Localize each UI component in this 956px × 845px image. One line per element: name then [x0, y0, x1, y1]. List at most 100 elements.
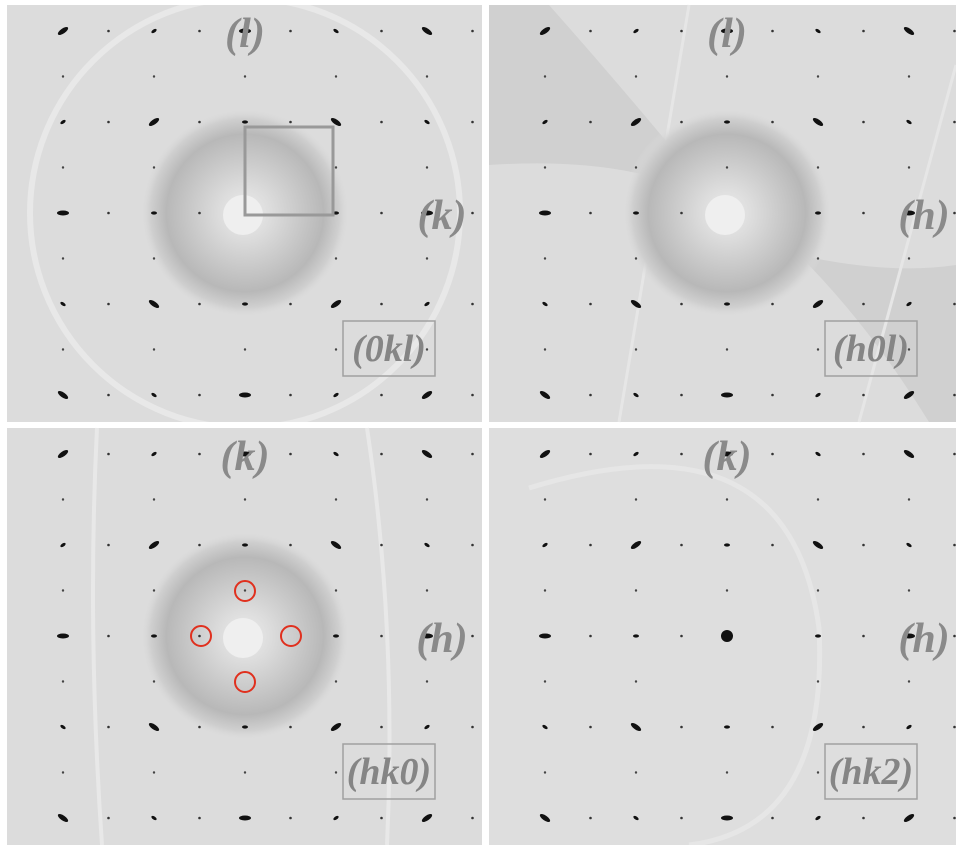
- weak-spot: [953, 453, 956, 456]
- weak-spot: [107, 635, 110, 638]
- weak-spot: [335, 498, 337, 500]
- weak-spot: [680, 635, 683, 638]
- weak-spot: [107, 394, 110, 397]
- weak-spot: [953, 30, 956, 33]
- weak-spot: [289, 30, 292, 33]
- bragg-spot: [239, 393, 251, 398]
- weak-spot: [635, 348, 637, 350]
- bragg-spot: [242, 543, 248, 546]
- weak-spot: [244, 589, 246, 591]
- beam-stop: [705, 195, 745, 235]
- weak-spot: [380, 30, 383, 33]
- weak-spot: [726, 771, 728, 773]
- weak-spot: [471, 817, 474, 820]
- weak-spot: [471, 303, 474, 306]
- bragg-spot: [633, 634, 639, 637]
- weak-spot: [335, 589, 337, 591]
- weak-spot: [953, 303, 956, 306]
- panel-label: (0kl): [352, 328, 426, 370]
- weak-spot: [62, 589, 64, 591]
- axis-label-top: (k): [221, 434, 270, 480]
- weak-spot: [107, 817, 110, 820]
- weak-spot: [335, 75, 337, 77]
- weak-spot: [426, 680, 428, 682]
- weak-spot: [335, 771, 337, 773]
- bragg-spot: [242, 302, 248, 305]
- weak-spot: [380, 212, 383, 215]
- weak-spot: [544, 680, 546, 682]
- weak-spot: [589, 121, 592, 124]
- weak-spot: [817, 771, 819, 773]
- weak-spot: [908, 680, 910, 682]
- bragg-spot: [724, 725, 730, 728]
- weak-spot: [153, 348, 155, 350]
- weak-spot: [198, 121, 201, 124]
- axis-label-top: (l): [225, 11, 265, 57]
- weak-spot: [589, 30, 592, 33]
- weak-spot: [953, 394, 956, 397]
- weak-spot: [635, 589, 637, 591]
- weak-spot: [908, 257, 910, 259]
- weak-spot: [953, 544, 956, 547]
- panel: (l)(h)(h0l): [489, 5, 956, 442]
- weak-spot: [862, 817, 865, 820]
- weak-spot: [471, 30, 474, 33]
- weak-spot: [771, 121, 774, 124]
- weak-spot: [62, 771, 64, 773]
- weak-spot: [862, 453, 865, 456]
- weak-spot: [426, 75, 428, 77]
- weak-spot: [107, 30, 110, 33]
- weak-spot: [862, 544, 865, 547]
- panel: (k)(h)(hk0): [7, 428, 482, 845]
- weak-spot: [726, 589, 728, 591]
- weak-spot: [335, 166, 337, 168]
- weak-spot: [680, 726, 683, 729]
- weak-spot: [680, 817, 683, 820]
- weak-spot: [107, 453, 110, 456]
- weak-spot: [471, 212, 474, 215]
- weak-spot: [544, 589, 546, 591]
- weak-spot: [198, 30, 201, 33]
- weak-spot: [726, 75, 728, 77]
- bragg-spot: [633, 211, 639, 214]
- weak-spot: [153, 771, 155, 773]
- weak-spot: [198, 212, 201, 215]
- weak-spot: [153, 75, 155, 77]
- weak-spot: [107, 726, 110, 729]
- weak-spot: [726, 166, 728, 168]
- weak-spot: [335, 257, 337, 259]
- weak-spot: [589, 544, 592, 547]
- weak-spot: [198, 544, 201, 547]
- bragg-spot: [724, 543, 730, 546]
- bragg-spot: [242, 725, 248, 728]
- weak-spot: [544, 771, 546, 773]
- weak-spot: [589, 303, 592, 306]
- weak-spot: [107, 121, 110, 124]
- weak-spot: [862, 212, 865, 215]
- weak-spot: [953, 121, 956, 124]
- weak-spot: [862, 121, 865, 124]
- weak-spot: [153, 498, 155, 500]
- weak-spot: [244, 348, 246, 350]
- weak-spot: [426, 166, 428, 168]
- weak-spot: [771, 726, 774, 729]
- weak-spot: [62, 257, 64, 259]
- weak-spot: [771, 817, 774, 820]
- weak-spot: [680, 303, 683, 306]
- weak-spot: [862, 30, 865, 33]
- weak-spot: [289, 394, 292, 397]
- weak-spot: [680, 30, 683, 33]
- bragg-spot: [57, 634, 69, 639]
- center-spot: [721, 630, 733, 642]
- weak-spot: [62, 166, 64, 168]
- bragg-spot: [57, 211, 69, 216]
- weak-spot: [953, 635, 956, 638]
- weak-spot: [471, 726, 474, 729]
- weak-spot: [589, 817, 592, 820]
- bragg-spot: [539, 211, 551, 216]
- bragg-spot: [333, 634, 339, 637]
- weak-spot: [198, 303, 201, 306]
- weak-spot: [380, 453, 383, 456]
- weak-spot: [589, 635, 592, 638]
- weak-spot: [426, 257, 428, 259]
